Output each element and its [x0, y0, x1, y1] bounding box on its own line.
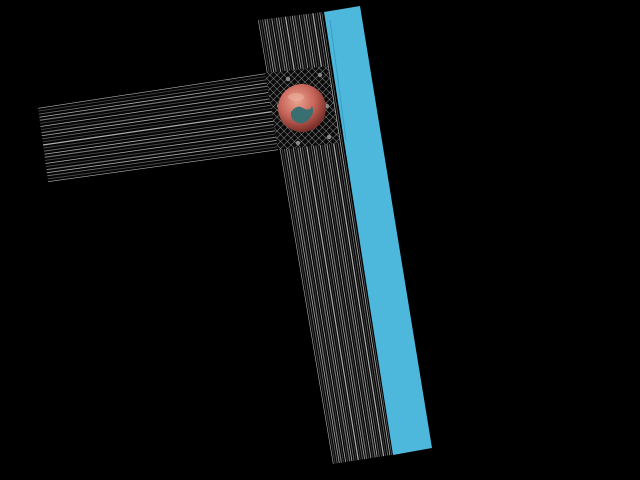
- mesh-line: [282, 66, 340, 150]
- horizontal-groove-line: [41, 98, 272, 134]
- horizontal-bar-lines: [38, 73, 278, 182]
- horizontal-groove-line: [39, 82, 270, 118]
- mesh-line: [275, 66, 340, 150]
- mesh-line: [303, 66, 340, 150]
- mesh-line: [296, 66, 340, 150]
- horizontal-groove-line: [38, 79, 269, 115]
- mount-bolt-icon: [295, 140, 301, 146]
- horizontal-groove-line: [40, 88, 271, 124]
- horizontal-groove-line: [43, 114, 274, 149]
- horizontal-groove-line: [42, 107, 273, 143]
- mesh-line: [310, 66, 340, 150]
- planet-glare: [288, 93, 304, 101]
- vertical-groove-line: [319, 12, 391, 456]
- horizontal-groove-line: [47, 143, 278, 177]
- horizontal-groove-line: [46, 136, 277, 171]
- mesh-line: [265, 66, 307, 150]
- horizontal-groove-line: [45, 127, 276, 161]
- mesh-line: [310, 66, 340, 150]
- mesh-line: [265, 66, 300, 150]
- horizontal-groove-line: [45, 133, 276, 167]
- horizontal-groove-line: [45, 130, 276, 164]
- planet-icon: [278, 84, 326, 132]
- mesh-line: [289, 66, 340, 150]
- mount-bolt-icon: [285, 76, 291, 82]
- horizontal-groove-line: [40, 91, 271, 127]
- mesh-line: [265, 66, 328, 150]
- horizontal-groove-line: [42, 104, 273, 140]
- horizontal-groove-line: [41, 101, 272, 137]
- mesh-line: [265, 66, 286, 150]
- horizontal-groove-line: [46, 139, 277, 174]
- mesh-line: [275, 66, 340, 150]
- mesh-line: [296, 66, 340, 150]
- mesh-line: [289, 66, 340, 150]
- mesh-line: [265, 66, 314, 150]
- horizontal-groove-line: [43, 117, 274, 152]
- blue-accent-strip: [324, 6, 432, 455]
- horizontal-groove-line: [39, 85, 270, 121]
- mesh-line: [265, 66, 300, 150]
- horizontal-groove-line: [44, 123, 275, 158]
- planet-surface-patch: [290, 106, 314, 124]
- horizontal-groove-line: [44, 120, 275, 155]
- horizontal-groove-line: [47, 146, 278, 180]
- mesh-line: [265, 66, 307, 150]
- mesh-line: [265, 66, 293, 150]
- mount-bolt-icon: [326, 134, 332, 140]
- horizontal-grille-bar: [38, 73, 278, 182]
- horizontal-groove-line: [42, 110, 274, 146]
- horizontal-groove-line: [40, 95, 271, 130]
- mount-bolt-icon: [317, 72, 323, 78]
- mesh-line: [317, 66, 340, 150]
- horizontal-groove-line: [38, 75, 269, 112]
- mesh-line: [265, 66, 328, 150]
- accent-strip-edge: [329, 19, 347, 141]
